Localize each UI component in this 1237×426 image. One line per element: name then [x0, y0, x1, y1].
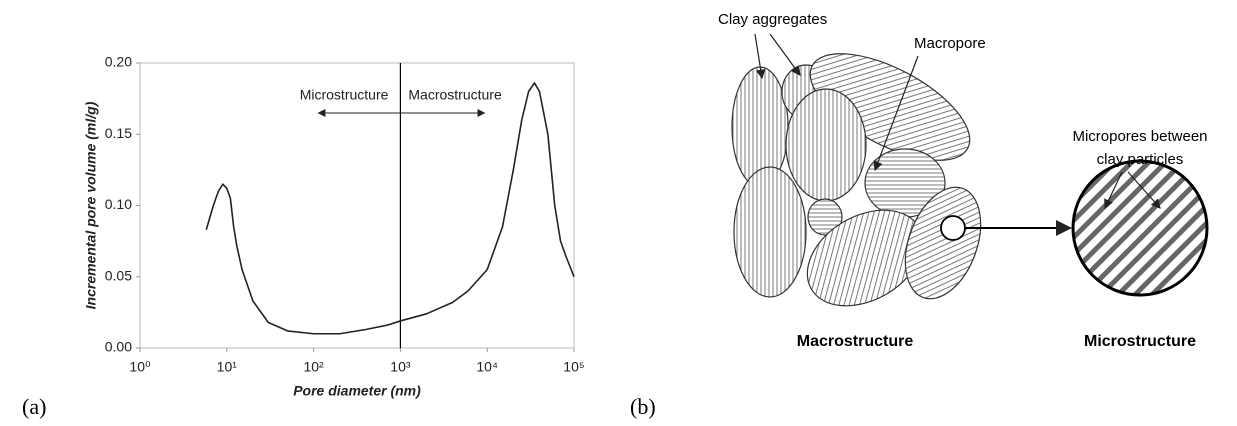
label: Macropore: [914, 35, 986, 52]
y-tick-label: 0.20: [105, 54, 132, 70]
y-tick-label: 0.00: [105, 339, 132, 355]
caption: Microstructure: [1084, 333, 1196, 350]
diagram: Clay aggregates Macropore Micropores bet…: [718, 11, 1209, 350]
aggregate: [904, 186, 982, 300]
zoom-circle: [940, 215, 966, 241]
annotation: Macrostructure: [408, 87, 502, 103]
label: Micropores between: [1072, 128, 1207, 145]
chart: 0.00 0.05 0.10 0.15 0.20 10⁰ 10¹ 10² 10³ 10⁴ 10⁵ Po…: [83, 54, 585, 399]
micro-circle: [1071, 159, 1209, 297]
aggregate: [807, 198, 843, 236]
x-tick-label: 10¹: [217, 359, 238, 375]
y-tick-label: 0.10: [105, 196, 132, 212]
data-line: [205, 82, 575, 335]
x-axis-label: Pore diameter (nm): [293, 383, 421, 399]
x-tick-label: 10⁴: [476, 359, 498, 375]
label: clay particles: [1097, 151, 1184, 168]
pointer: [1104, 171, 1123, 210]
caption: Macrostructure: [797, 333, 914, 350]
x-tick-label: 10²: [303, 359, 324, 375]
pointer: [873, 55, 919, 172]
y-axis-label: Incremental pore volume (ml/g): [83, 101, 99, 309]
x-tick-label: 10³: [390, 359, 411, 375]
label: Clay aggregates: [718, 11, 827, 28]
panel-label: (a): [22, 394, 46, 419]
pointer: [754, 33, 766, 80]
pointer: [769, 33, 801, 76]
aggregate: [733, 166, 807, 298]
panel-label: (b): [630, 394, 656, 419]
aggregate: [809, 53, 971, 161]
x-tick-label: 10⁰: [129, 359, 151, 375]
plot-frame: [139, 62, 575, 349]
y-tick-label: 0.05: [105, 267, 132, 283]
pointer: [1127, 171, 1161, 209]
aggregate: [785, 88, 867, 202]
annotation: Microstructure: [300, 87, 389, 103]
x-tick-label: 10⁵: [563, 359, 584, 375]
y-tick-label: 0.15: [105, 125, 132, 141]
